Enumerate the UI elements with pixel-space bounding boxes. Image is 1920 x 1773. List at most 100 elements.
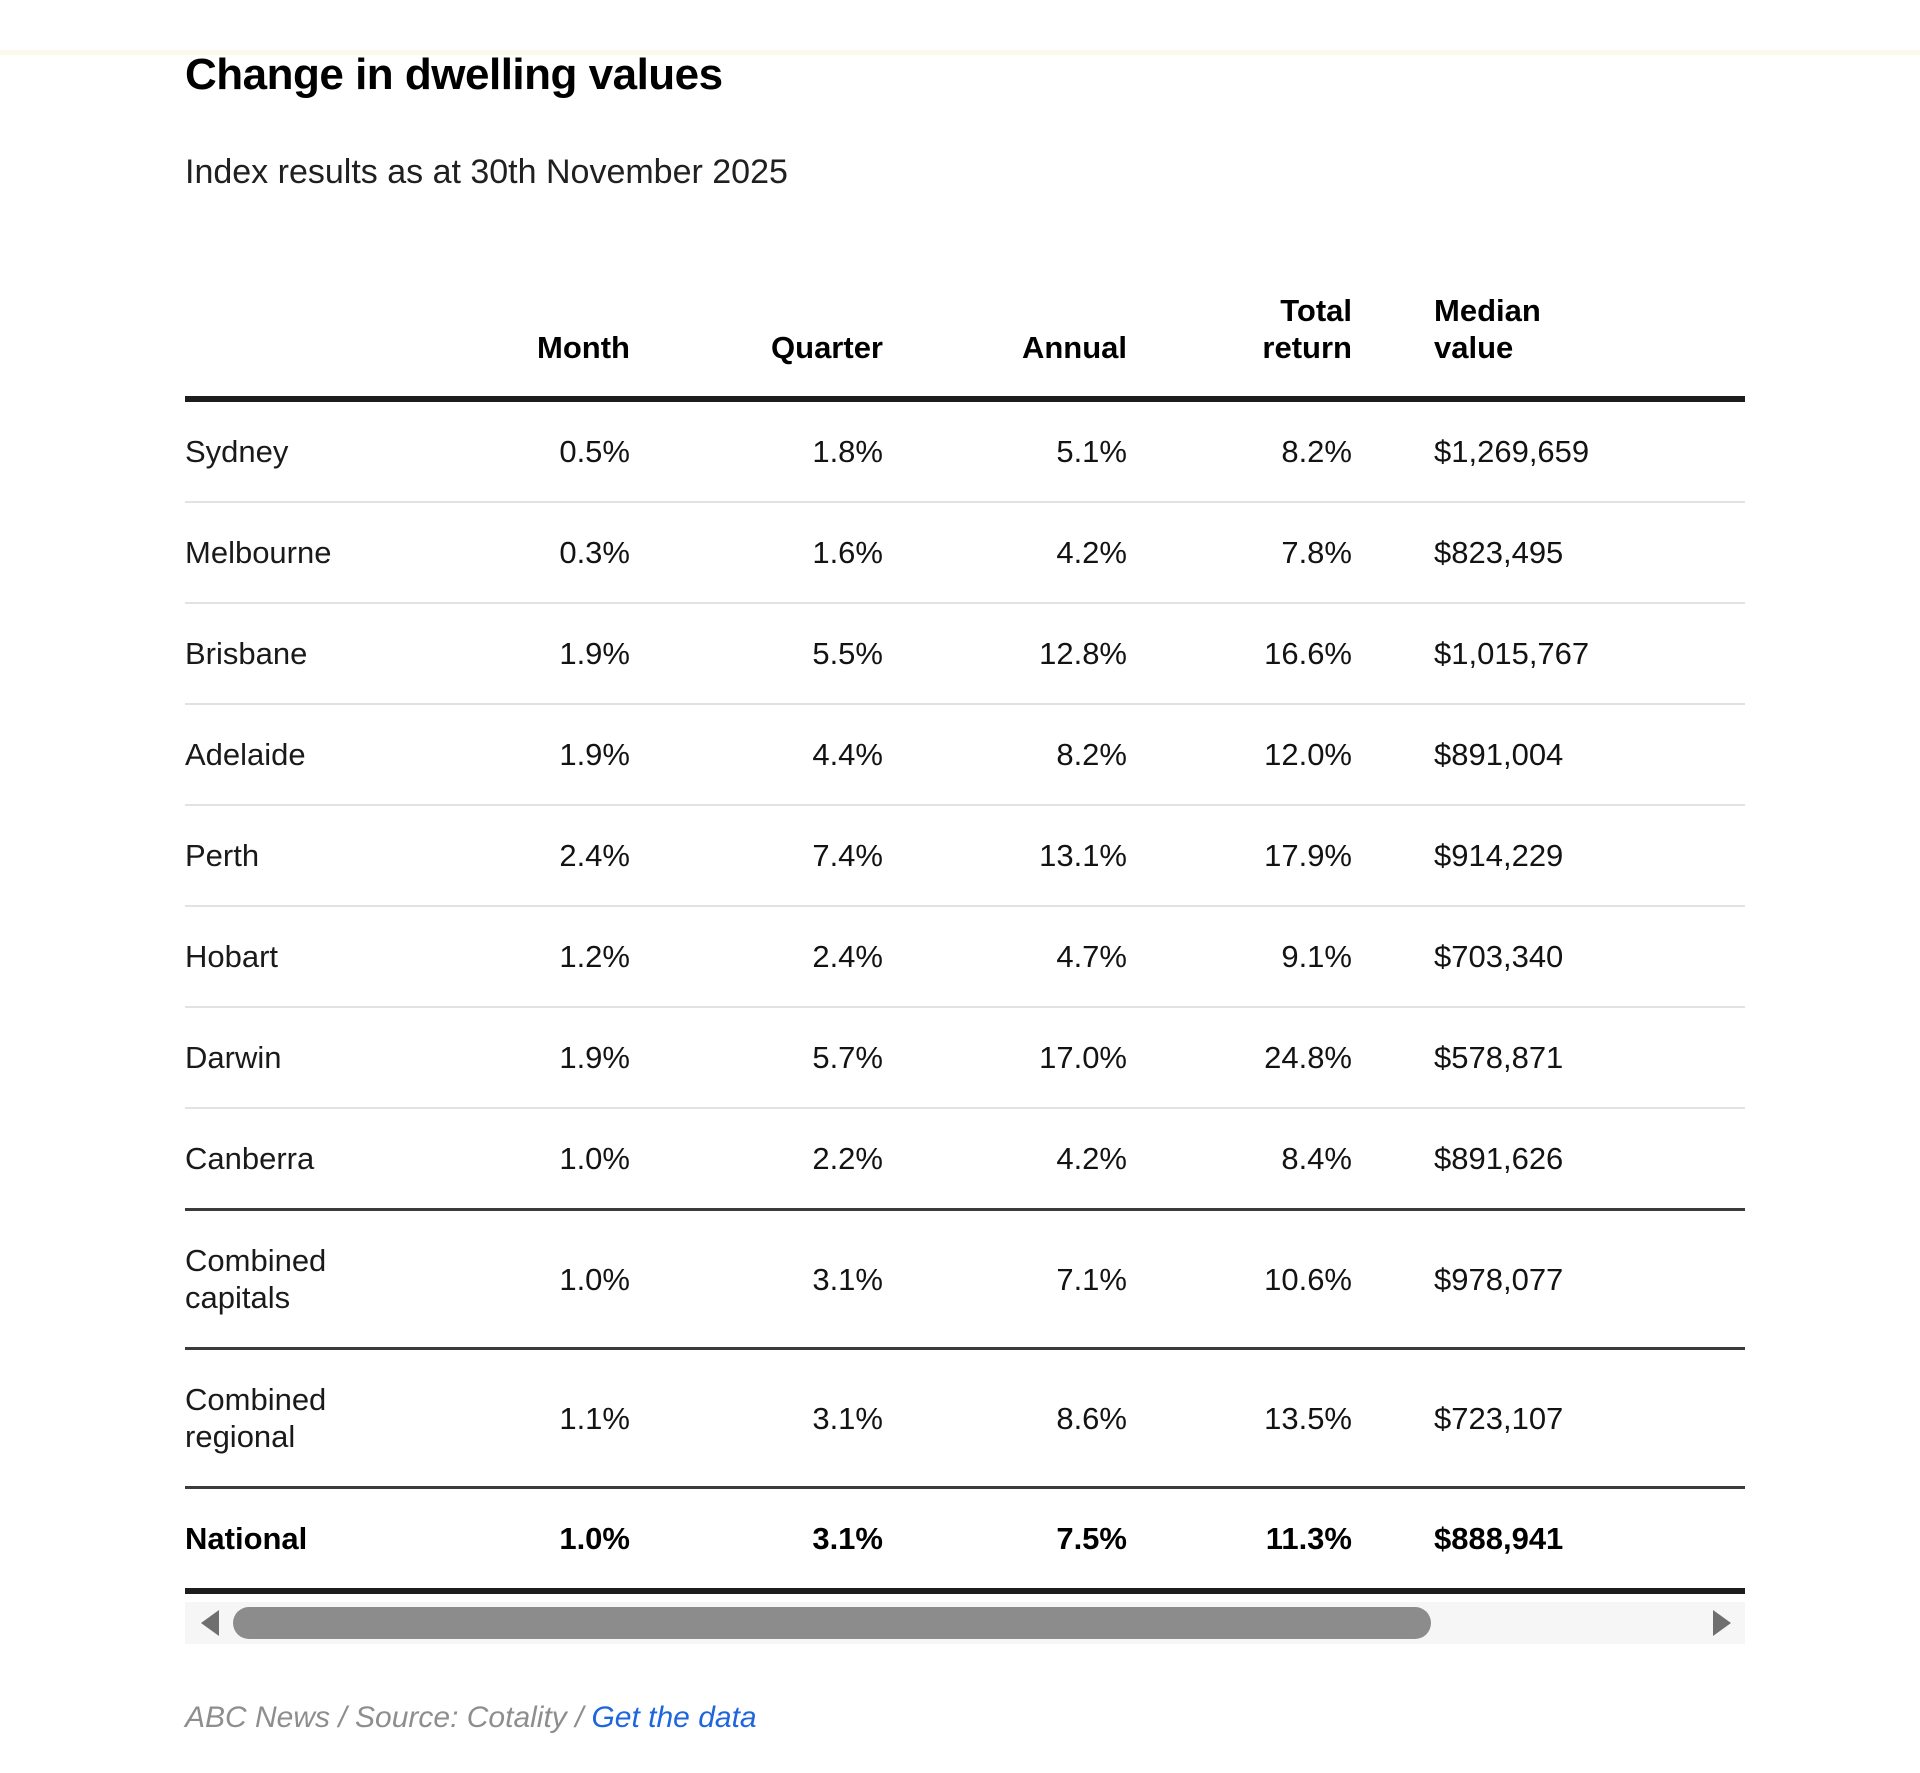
cell-canberra-month: 1.0% — [485, 1108, 630, 1210]
table-row-sydney: Sydney 0.5% 1.8% 5.1% 8.2% $1,269,659 — [185, 399, 1745, 502]
cell-canberra-annual: 4.2% — [883, 1108, 1127, 1210]
column-header-median-value: Median value — [1352, 292, 1745, 399]
cell-value: $578,871 — [1434, 1040, 1564, 1075]
cell-value: 8.2% — [1056, 737, 1127, 772]
cell-value: 2.2% — [812, 1141, 883, 1176]
cell-brisbane-quarter: 5.5% — [630, 603, 883, 704]
column-header-label: Total return — [1262, 293, 1352, 365]
cell-value: 1.0% — [559, 1141, 630, 1176]
cell-value: 16.6% — [1264, 636, 1352, 671]
cell-value: $823,495 — [1434, 535, 1564, 570]
cell-national-total: 11.3% — [1127, 1488, 1352, 1592]
cell-combined-capitals-quarter: 3.1% — [630, 1210, 883, 1349]
region-label-text: Sydney — [185, 434, 289, 469]
cell-value: 8.6% — [1056, 1400, 1127, 1436]
column-header-quarter: Quarter — [630, 292, 883, 399]
cell-canberra-quarter: 2.2% — [630, 1108, 883, 1210]
cell-combined-capitals-total: 10.6% — [1127, 1210, 1352, 1349]
region-label: Hobart — [185, 906, 485, 1007]
cell-value: 11.3% — [1265, 1521, 1352, 1556]
table-row-brisbane: Brisbane 1.9% 5.5% 12.8% 16.6% $1,015,767 — [185, 603, 1745, 704]
cell-hobart-quarter: 2.4% — [630, 906, 883, 1007]
region-label-text: Perth — [185, 838, 260, 873]
table-row-hobart: Hobart 1.2% 2.4% 4.7% 9.1% $703,340 — [185, 906, 1745, 1007]
cell-value: 24.8% — [1264, 1040, 1352, 1075]
page-title: Change in dwelling values — [185, 50, 723, 99]
cell-combined-capitals-annual: 7.1% — [883, 1210, 1127, 1349]
dwelling-values-widget: Change in dwelling values Index results … — [185, 50, 1745, 1736]
cell-value: 12.0% — [1264, 737, 1352, 772]
region-label: Sydney — [185, 399, 485, 502]
cell-value: 3.1% — [812, 1521, 883, 1556]
cell-value: 12.8% — [1039, 636, 1127, 671]
cell-value: $978,077 — [1434, 1261, 1564, 1297]
column-header-label: Annual — [1021, 330, 1127, 365]
cell-value: 3.1% — [812, 1400, 883, 1436]
cell-adelaide-total: 12.0% — [1127, 704, 1352, 805]
cell-value: 1.1% — [559, 1400, 630, 1436]
region-label: Brisbane — [185, 603, 485, 704]
table-row-canberra: Canberra 1.0% 2.2% 4.2% 8.4% $891,626 — [185, 1108, 1745, 1210]
column-header-annual: Annual — [883, 292, 1127, 399]
cell-value: 17.0% — [1039, 1040, 1127, 1075]
table-row-darwin: Darwin 1.9% 5.7% 17.0% 24.8% $578,871 — [185, 1007, 1745, 1108]
cell-darwin-month: 1.9% — [485, 1007, 630, 1108]
column-header-region — [185, 292, 485, 399]
get-the-data-link[interactable]: Get the data — [591, 1701, 757, 1734]
cell-sydney-median: $1,269,659 — [1352, 399, 1745, 502]
cell-combined-regional-month: 1.1% — [485, 1349, 630, 1488]
cell-combined-capitals-month: 1.0% — [485, 1210, 630, 1349]
cell-value: $891,004 — [1434, 737, 1564, 772]
cell-value: 1.9% — [559, 1040, 630, 1075]
cell-national-median: $888,941 — [1352, 1488, 1745, 1592]
column-header-label: Quarter — [771, 330, 883, 365]
top-accent-strip — [0, 50, 1920, 55]
table-row-combined-capitals: Combined capitals 1.0% 3.1% 7.1% 10.6% $978,0… — [185, 1210, 1745, 1349]
cell-melbourne-quarter: 1.6% — [630, 502, 883, 603]
cell-value: 7.4% — [812, 838, 883, 873]
cell-brisbane-month: 1.9% — [485, 603, 630, 704]
source-credit: ABC News / Source: Cotality / Get the dat… — [185, 1700, 1745, 1736]
region-label-text: Canberra — [185, 1141, 315, 1176]
scroll-left-arrow-icon[interactable] — [201, 1610, 219, 1636]
region-label-text: Hobart — [185, 939, 279, 974]
cell-value: 7.5% — [1056, 1521, 1127, 1556]
region-label-text: Melbourne — [185, 535, 332, 570]
horizontal-scrollbar[interactable] — [185, 1602, 1745, 1644]
cell-adelaide-month: 1.9% — [485, 704, 630, 805]
cell-melbourne-month: 0.3% — [485, 502, 630, 603]
region-label-text: Brisbane — [185, 636, 308, 671]
cell-value: 4.2% — [1056, 535, 1127, 570]
cell-value: 5.7% — [812, 1040, 883, 1075]
cell-melbourne-median: $823,495 — [1352, 502, 1745, 603]
scrollbar-thumb[interactable] — [233, 1607, 1431, 1639]
cell-value: 4.4% — [812, 737, 883, 772]
cell-value: 5.1% — [1056, 434, 1127, 469]
cell-value: 9.1% — [1281, 939, 1352, 974]
scroll-right-arrow-icon[interactable] — [1713, 1610, 1731, 1636]
cell-value: 1.0% — [559, 1521, 630, 1556]
table-row-combined-regional: Combined regional 1.1% 3.1% 8.6% 13.5% $723,1… — [185, 1349, 1745, 1488]
table-row-adelaide: Adelaide 1.9% 4.4% 8.2% 12.0% $891,004 — [185, 704, 1745, 805]
cell-value: 5.5% — [812, 636, 883, 671]
table-row-national: National 1.0% 3.1% 7.5% 11.3% $888,941 — [185, 1488, 1745, 1592]
cell-sydney-quarter: 1.8% — [630, 399, 883, 502]
column-header-label: Median value — [1434, 293, 1541, 365]
cell-brisbane-annual: 12.8% — [883, 603, 1127, 704]
region-label-text: Combined regional — [185, 1382, 327, 1454]
region-label: Combined capitals — [185, 1210, 485, 1349]
cell-canberra-total: 8.4% — [1127, 1108, 1352, 1210]
region-label: Canberra — [185, 1108, 485, 1210]
cell-value: 0.3% — [559, 535, 630, 570]
cell-perth-annual: 13.1% — [883, 805, 1127, 906]
cell-darwin-annual: 17.0% — [883, 1007, 1127, 1108]
cell-darwin-median: $578,871 — [1352, 1007, 1745, 1108]
cell-value: $723,107 — [1434, 1400, 1564, 1436]
cell-value: 7.1% — [1056, 1261, 1127, 1297]
cell-value: 17.9% — [1264, 838, 1352, 873]
cell-value: 4.2% — [1056, 1141, 1127, 1176]
cell-value: 2.4% — [812, 939, 883, 974]
cell-value: 10.6% — [1264, 1261, 1352, 1297]
cell-combined-regional-quarter: 3.1% — [630, 1349, 883, 1488]
cell-value: 2.4% — [559, 838, 630, 873]
